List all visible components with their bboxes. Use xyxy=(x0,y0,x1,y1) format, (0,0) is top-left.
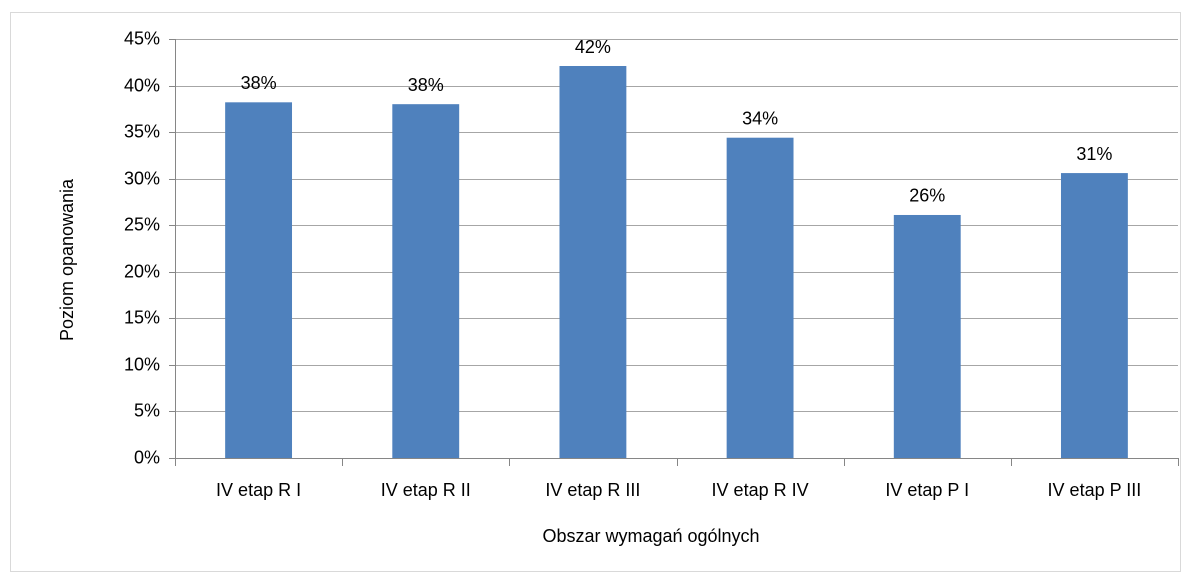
y-tick-label: 35% xyxy=(124,121,160,141)
data-label: 38% xyxy=(241,73,277,93)
y-tick-label: 10% xyxy=(124,354,160,374)
bar xyxy=(1060,173,1128,458)
y-tick-label: 25% xyxy=(124,214,160,234)
bar xyxy=(893,214,961,458)
bar xyxy=(559,66,627,458)
x-tick-label: IV etap R I xyxy=(216,480,301,500)
data-label: 38% xyxy=(408,75,444,95)
x-tick-label: IV etap R II xyxy=(381,480,471,500)
y-tick-label: 5% xyxy=(134,400,160,420)
y-tick-label: 45% xyxy=(124,28,160,48)
x-tick-label: IV etap P I xyxy=(885,480,969,500)
data-label: 26% xyxy=(909,186,945,206)
y-tick-label: 20% xyxy=(124,261,160,281)
bar xyxy=(392,104,460,458)
y-tick-label: 0% xyxy=(134,447,160,467)
x-tick-label: IV etap R III xyxy=(545,480,640,500)
bar xyxy=(726,137,794,458)
x-tick-label: IV etap R IV xyxy=(712,480,809,500)
x-tick-label: IV etap P III xyxy=(1048,480,1142,500)
bar xyxy=(225,102,293,458)
y-tick-label: 30% xyxy=(124,168,160,188)
data-label: 34% xyxy=(742,108,778,128)
y-tick-label: 40% xyxy=(124,75,160,95)
y-tick-label: 15% xyxy=(124,307,160,327)
data-label: 31% xyxy=(1076,144,1112,164)
data-label: 42% xyxy=(575,37,611,57)
y-axis-title: Poziom opanowania xyxy=(57,178,77,341)
x-axis-title: Obszar wymagań ogólnych xyxy=(542,526,759,546)
